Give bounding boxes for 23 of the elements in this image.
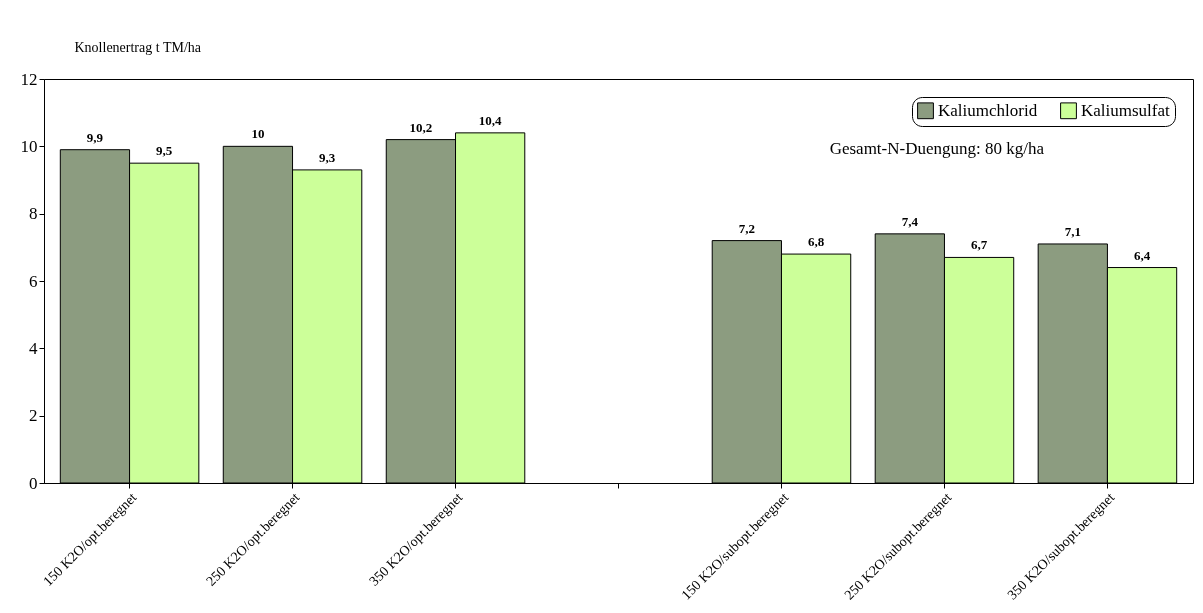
legend-label: Kaliumchlorid [938,100,1038,120]
y-tick-label: 8 [29,204,38,224]
legend-label: Kaliumsulfat [1081,100,1171,120]
data-label: 7,4 [901,213,919,229]
annotation: Gesamt-N-Duengung: 80 kg/ha [829,139,1045,158]
y-tick-label: 10 [20,136,38,156]
data-label: 6,7 [970,237,988,253]
y-axis-title: Knollenertrag t TM/ha [74,39,202,55]
data-label: 9,9 [86,129,104,145]
data-label: 10,2 [409,119,433,135]
data-label: 6,4 [1133,247,1151,263]
y-tick-label: 2 [29,406,38,426]
y-tick-label: 12 [20,69,38,89]
data-label: 7,2 [738,220,755,236]
data-label: 9,3 [319,149,336,165]
data-label: 10,4 [478,112,503,128]
y-tick-label: 6 [29,271,38,291]
data-label: 6,8 [807,234,825,250]
data-label: 9,5 [156,143,173,159]
y-tick-label: 0 [29,473,38,493]
data-label: 10 [251,126,265,142]
y-tick-label: 4 [29,338,38,358]
data-label: 7,1 [1064,223,1081,239]
